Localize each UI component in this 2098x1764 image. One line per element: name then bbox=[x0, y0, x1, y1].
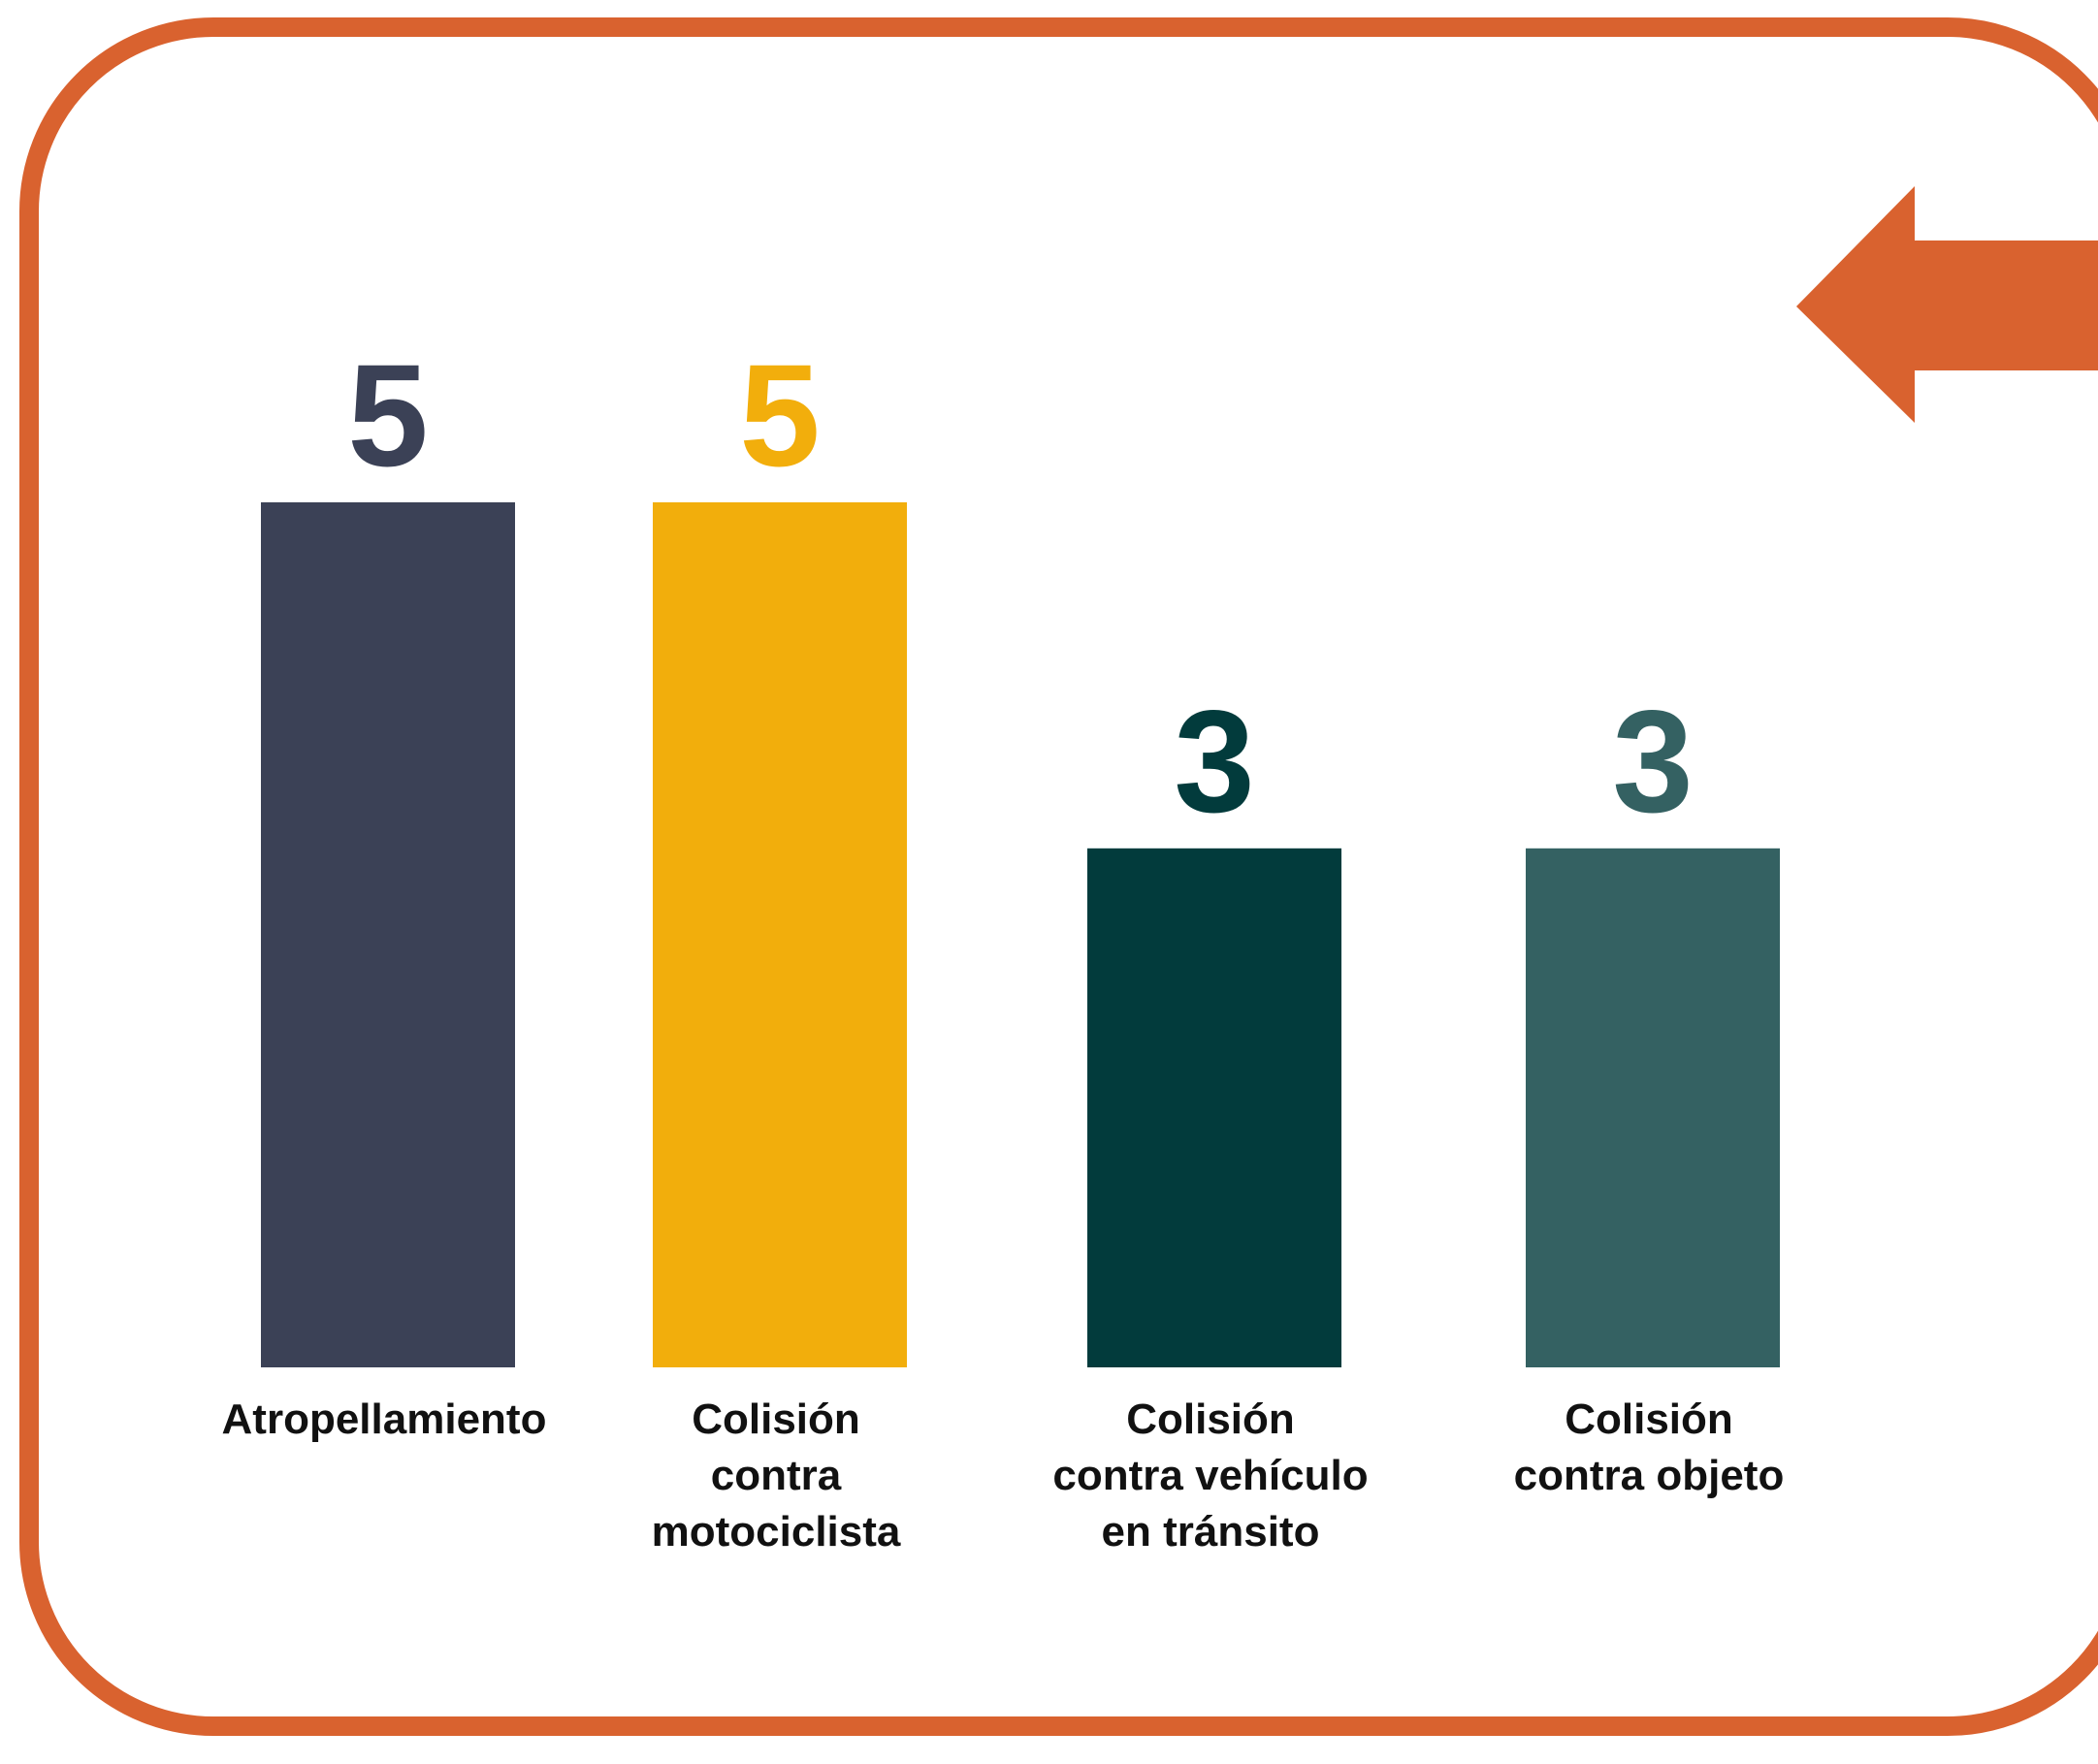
bar-3 bbox=[1087, 848, 1341, 1367]
frame-border bbox=[19, 17, 2098, 1736]
value-labels-layer: 5 5 3 3 bbox=[347, 334, 1693, 843]
category-label-4-line-1: Colisión bbox=[1565, 1395, 1733, 1443]
value-label-4: 3 bbox=[1612, 680, 1693, 843]
arrow-left-icon bbox=[1796, 186, 2098, 423]
bars-layer bbox=[261, 502, 1780, 1367]
category-label-2-line-1: Colisión bbox=[692, 1395, 860, 1443]
category-label-2-line-2: contra bbox=[711, 1452, 842, 1499]
value-label-3: 3 bbox=[1174, 680, 1254, 843]
bar-2 bbox=[653, 502, 907, 1367]
category-label-2-line-3: motociclista bbox=[652, 1508, 901, 1556]
category-labels-layer: Atropellamiento Colisión contra motociclist… bbox=[222, 1395, 1785, 1556]
category-label-3-line-1: Colisión bbox=[1126, 1395, 1295, 1443]
category-label-4-line-2: contra objeto bbox=[1514, 1452, 1785, 1499]
value-label-1: 5 bbox=[347, 334, 428, 497]
value-label-2: 5 bbox=[739, 334, 820, 497]
category-label-3-line-3: en tránsito bbox=[1102, 1508, 1320, 1556]
bar-1 bbox=[261, 502, 515, 1367]
category-label-3-line-2: contra vehículo bbox=[1052, 1452, 1368, 1499]
bar-4 bbox=[1526, 848, 1780, 1367]
category-label-1-line-1: Atropellamiento bbox=[222, 1395, 547, 1443]
